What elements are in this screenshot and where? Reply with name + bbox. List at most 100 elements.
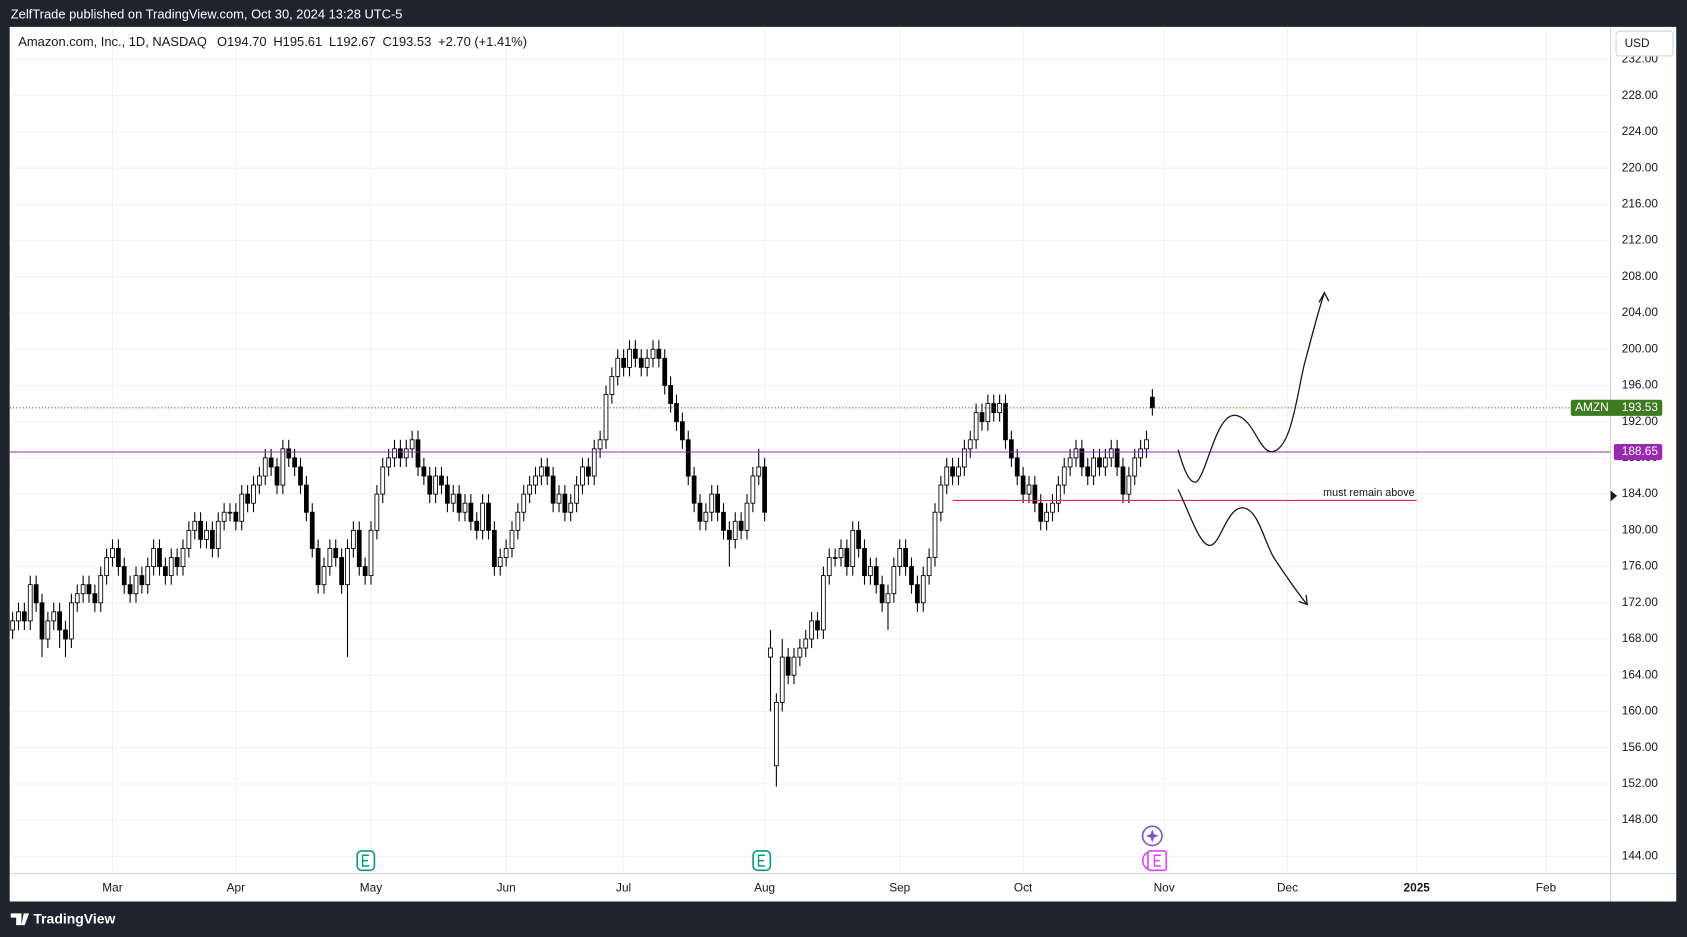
- candle-body: [22, 611, 27, 622]
- candle-body: [820, 575, 826, 631]
- candle-body: [574, 484, 579, 504]
- candle-body: [538, 466, 544, 477]
- candle-body: [920, 575, 926, 604]
- candle-body: [98, 575, 104, 604]
- drawings: [1177, 291, 1330, 606]
- candle-body: [597, 439, 603, 450]
- candle-body: [1026, 484, 1032, 495]
- candle-body: [961, 448, 967, 468]
- candle-body: [380, 466, 386, 495]
- ohlc-prefix: H: [273, 34, 282, 49]
- candle-body: [104, 557, 109, 577]
- candle-body: [491, 529, 497, 567]
- candle-body: [80, 584, 86, 595]
- candle-body: [809, 620, 814, 640]
- x-tick-label: Mar: [102, 881, 122, 895]
- candle-body: [392, 448, 397, 459]
- currency: USD: [1625, 36, 1650, 50]
- y-tick-label: 148.00: [1622, 812, 1659, 826]
- x-tick-label: May: [360, 881, 382, 895]
- currency-box[interactable]: [1615, 30, 1674, 57]
- ohlc-value: 194.70: [227, 34, 266, 49]
- candle-body: [415, 439, 421, 468]
- candle-body: [268, 457, 274, 468]
- candle-body: [1003, 403, 1008, 441]
- candle-body: [715, 493, 720, 513]
- candle-body: [1061, 466, 1067, 486]
- candle-body: [280, 448, 286, 486]
- candle-body: [856, 529, 861, 549]
- candle-body: [544, 466, 550, 477]
- candle-body: [133, 575, 139, 595]
- candle-body: [298, 466, 303, 486]
- candle-body: [697, 502, 703, 522]
- candle-body: [638, 357, 644, 368]
- candle-body: [726, 529, 732, 540]
- candle-body: [897, 548, 903, 567]
- candle-body: [198, 520, 203, 540]
- ohlc-prefix: L: [329, 34, 336, 49]
- candle-body: [521, 493, 527, 513]
- candle-body: [210, 529, 215, 549]
- candle-body: [1014, 457, 1020, 477]
- y-tick-label: 160.00: [1622, 704, 1659, 718]
- arrow-head: [1298, 594, 1308, 606]
- candle-body: [773, 701, 779, 767]
- candle-body: [480, 502, 485, 531]
- candle-body: [227, 511, 233, 514]
- candle-body: [468, 502, 474, 522]
- y-tick-label: 228.00: [1622, 88, 1659, 102]
- candle-body: [1085, 466, 1091, 477]
- candle-body: [121, 566, 127, 586]
- x-tick-label: Apr: [227, 881, 245, 895]
- candle-body: [39, 602, 45, 640]
- x-tick-label: Feb: [1536, 881, 1557, 895]
- y-tick-label: 200.00: [1622, 341, 1659, 355]
- candle-body: [204, 529, 209, 540]
- candle-body: [192, 520, 198, 531]
- symbol-title: Amazon.com, Inc., 1D, NASDAQ: [18, 34, 207, 49]
- candle-body: [826, 557, 832, 577]
- candle-body: [486, 502, 491, 531]
- bullish-path: [1177, 292, 1326, 483]
- candle-body: [1144, 439, 1149, 450]
- candle-body: [709, 493, 715, 513]
- y-tick-label: 156.00: [1622, 740, 1659, 754]
- y-tick-label: 192.00: [1622, 414, 1659, 428]
- candle-body: [257, 475, 262, 486]
- candle-body: [926, 557, 932, 577]
- candle-body: [215, 520, 221, 549]
- candle-body: [145, 566, 151, 586]
- candle-body: [74, 593, 80, 604]
- candle-body: [691, 475, 697, 504]
- candle-body: [362, 566, 368, 577]
- annotation: must remain above: [1323, 487, 1414, 499]
- candle-body: [950, 466, 955, 477]
- candle-body: [151, 548, 156, 567]
- candle-body: [1126, 475, 1132, 495]
- candle-body: [832, 557, 838, 559]
- y-tick-label: 180.00: [1622, 522, 1659, 536]
- candle-body: [756, 466, 762, 477]
- candle-body: [139, 575, 145, 586]
- candle-body: [609, 375, 615, 395]
- candle-body: [157, 548, 162, 567]
- event-glyph: [1145, 829, 1159, 843]
- candle-body: [885, 593, 891, 604]
- earnings-glyph: [361, 854, 370, 867]
- candle-body: [979, 412, 985, 423]
- chart-area: [9, 26, 1677, 902]
- crosshair-marker: [1610, 490, 1618, 502]
- earnings-glyph: [757, 854, 765, 867]
- candle-body: [1067, 457, 1073, 468]
- candle-body: [738, 520, 744, 531]
- candle-body: [938, 484, 944, 513]
- candle-body: [433, 475, 438, 495]
- price-label: 188.65: [1622, 444, 1659, 458]
- candle-body: [262, 457, 268, 477]
- candle-body: [1050, 502, 1055, 513]
- candle-body: [580, 466, 585, 486]
- candle-body: [591, 448, 597, 477]
- candle-body: [397, 448, 403, 459]
- candle-body: [850, 529, 856, 567]
